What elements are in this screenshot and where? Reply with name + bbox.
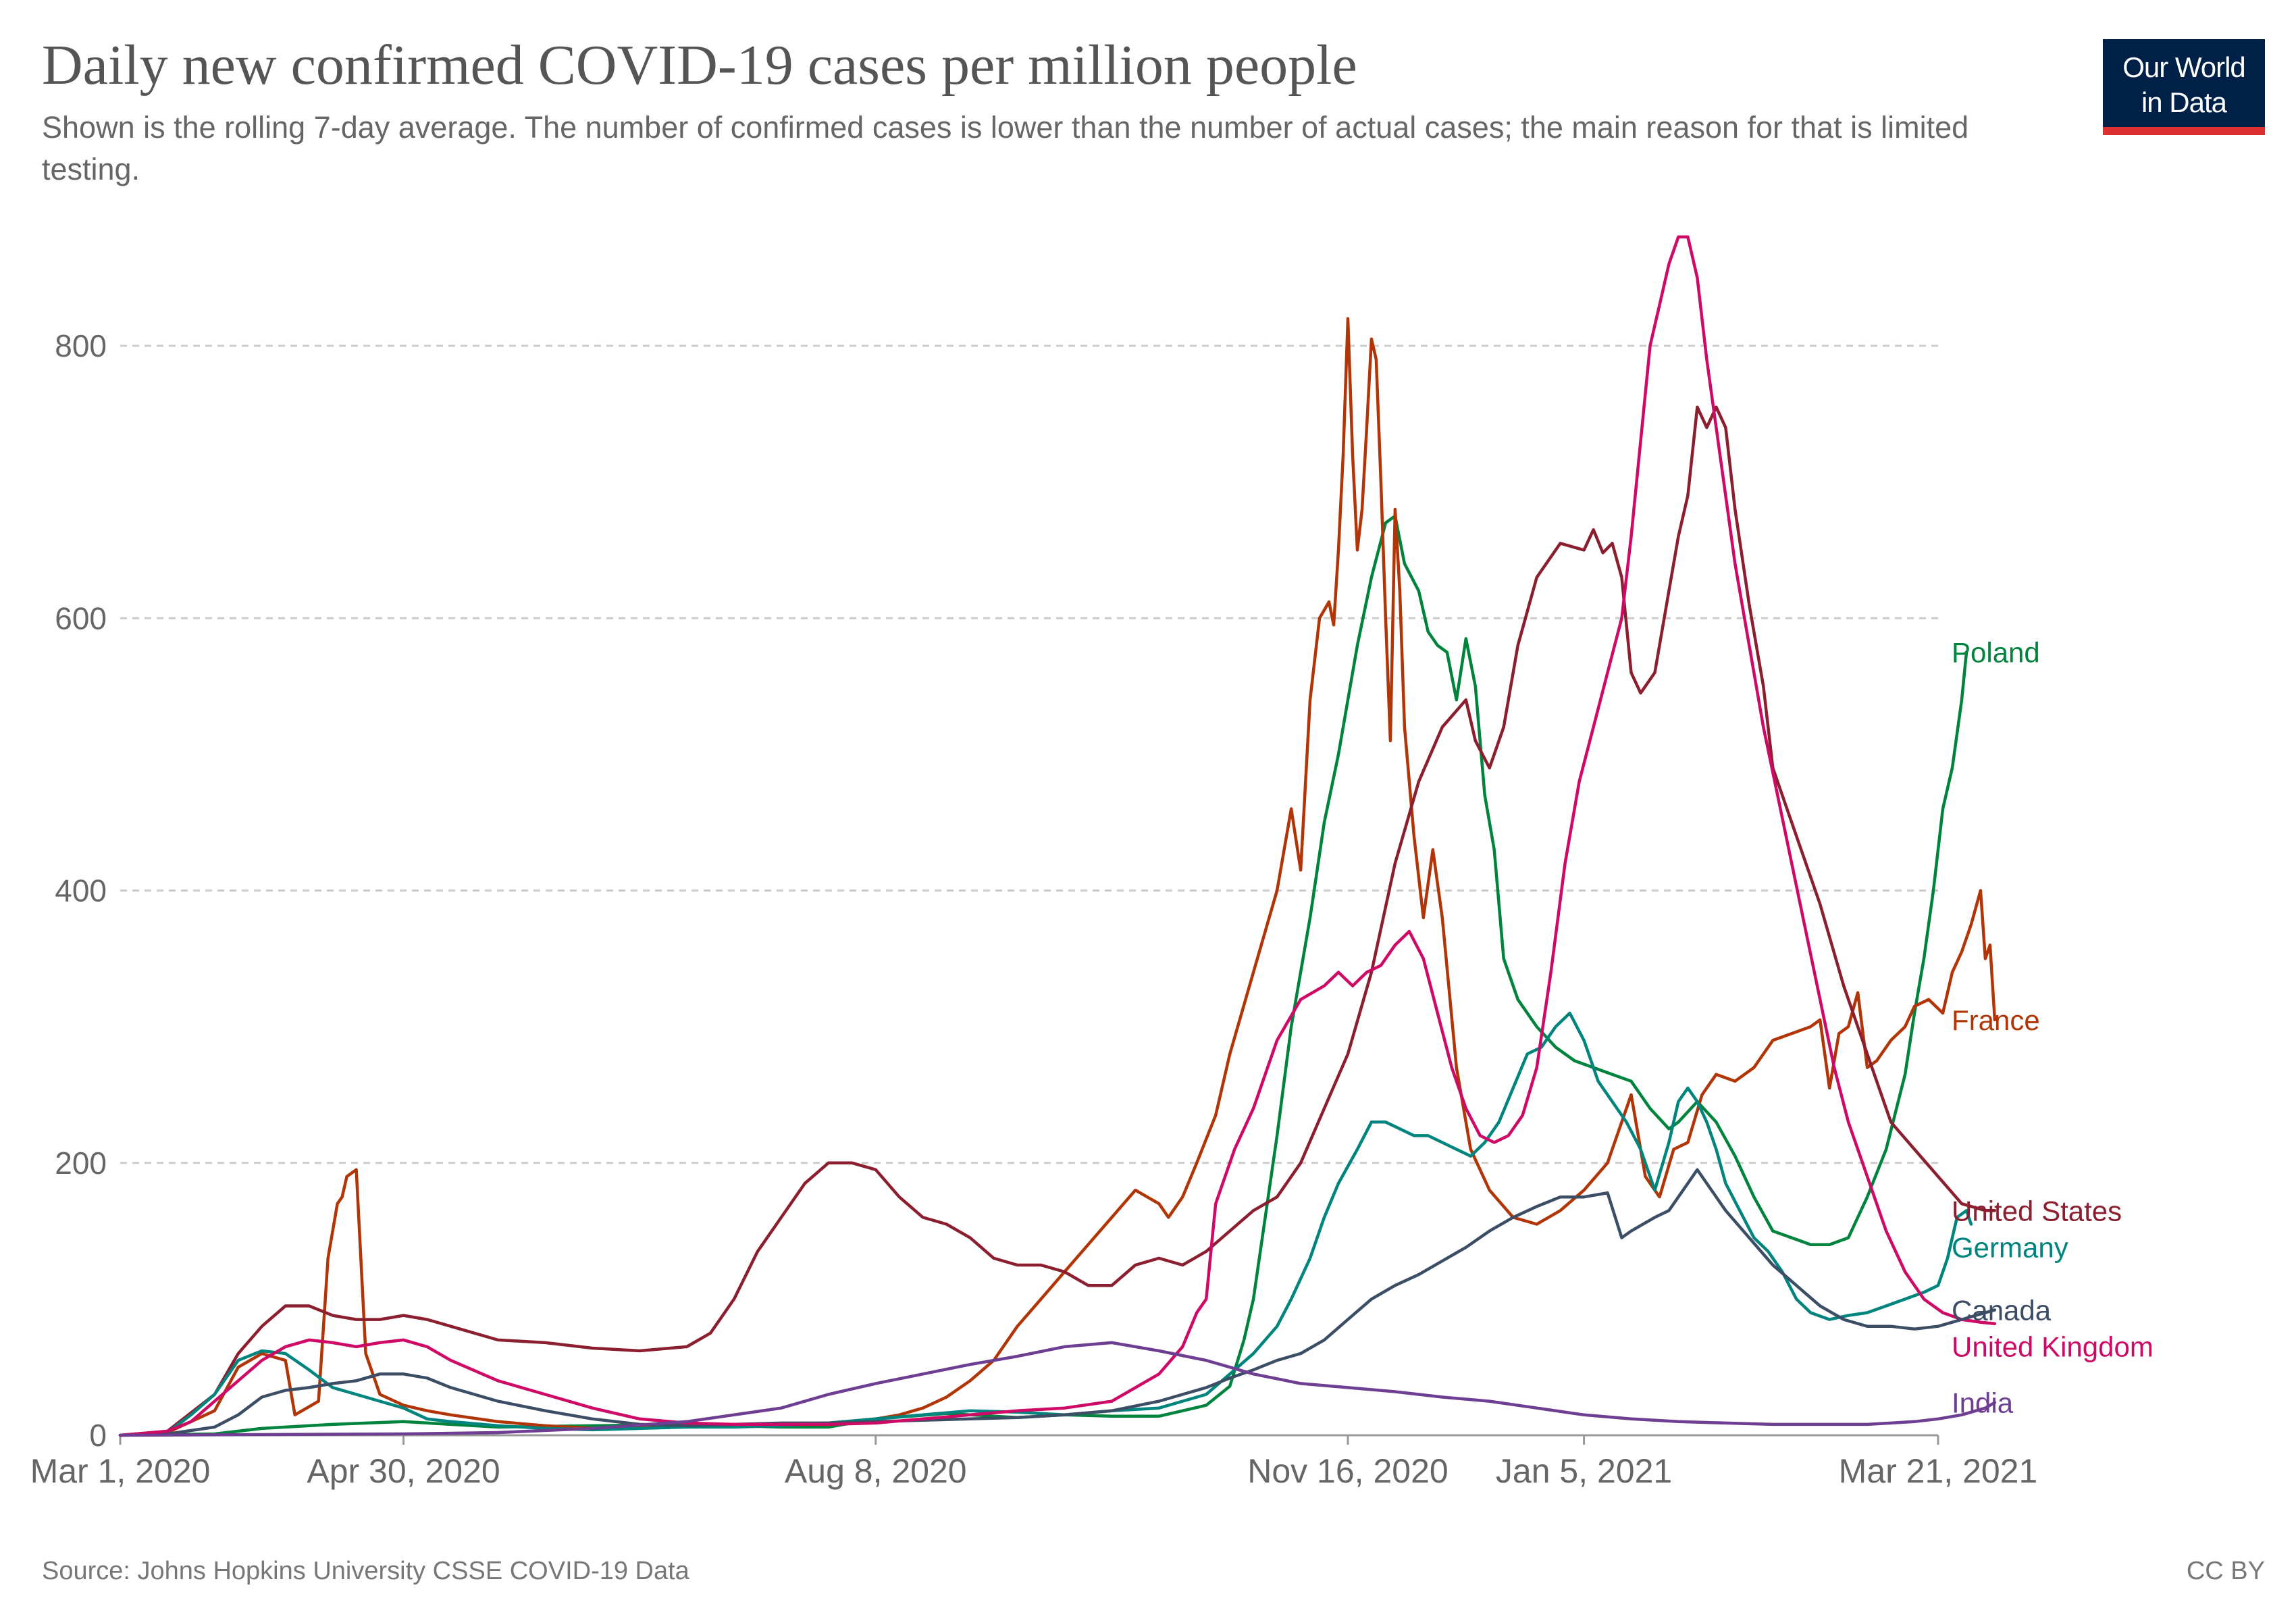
our-world-in-data-logo[interactable]: Our World in Data [2103, 39, 2265, 135]
x-tick-label-4: Jan 5, 2021 [1496, 1452, 1672, 1490]
legend-label-india: India [1952, 1387, 2014, 1419]
series-line-france [118, 317, 1997, 1437]
x-tick-label-3: Nov 16, 2020 [1247, 1452, 1448, 1490]
logo-line-2: in Data [2141, 86, 2227, 118]
y-tick-label-200: 200 [55, 1146, 107, 1181]
source-note[interactable]: Source: Johns Hopkins University CSSE CO… [42, 1557, 689, 1585]
chart-subtitle: Shown is the rolling 7-day average. The … [42, 110, 1969, 186]
legend-label-canada: Canada [1952, 1295, 2052, 1327]
license-note[interactable]: CC BY [2186, 1557, 2265, 1585]
series-line-united-kingdom [118, 235, 1997, 1437]
y-tick-label-600: 600 [55, 600, 107, 636]
legend-label-france: France [1952, 1004, 2040, 1036]
series-line-united-states [118, 405, 1997, 1437]
x-tick-label-2: Aug 8, 2020 [785, 1452, 967, 1490]
logo-line-1: Our World [2122, 51, 2246, 83]
chart-title: Daily new confirmed COVID-19 cases per m… [42, 34, 1357, 97]
x-tick-label-1: Apr 30, 2020 [307, 1452, 500, 1490]
legend-label-germany: Germany [1952, 1231, 2068, 1263]
legend-label-united-kingdom: United Kingdom [1952, 1331, 2154, 1363]
series-line-canada [118, 1168, 1997, 1437]
legend-label-united-states: United States [1952, 1195, 2122, 1227]
series-line-india [118, 1341, 1997, 1437]
y-tick-label-400: 400 [55, 873, 107, 908]
x-tick-label-0: Mar 1, 2020 [30, 1452, 211, 1490]
legend-label-poland: Poland [1952, 637, 2040, 669]
y-tick-label-800: 800 [55, 328, 107, 363]
y-tick-label-0: 0 [89, 1418, 107, 1453]
x-tick-label-5: Mar 21, 2021 [1839, 1452, 2038, 1490]
series-line-germany [118, 1011, 1973, 1437]
